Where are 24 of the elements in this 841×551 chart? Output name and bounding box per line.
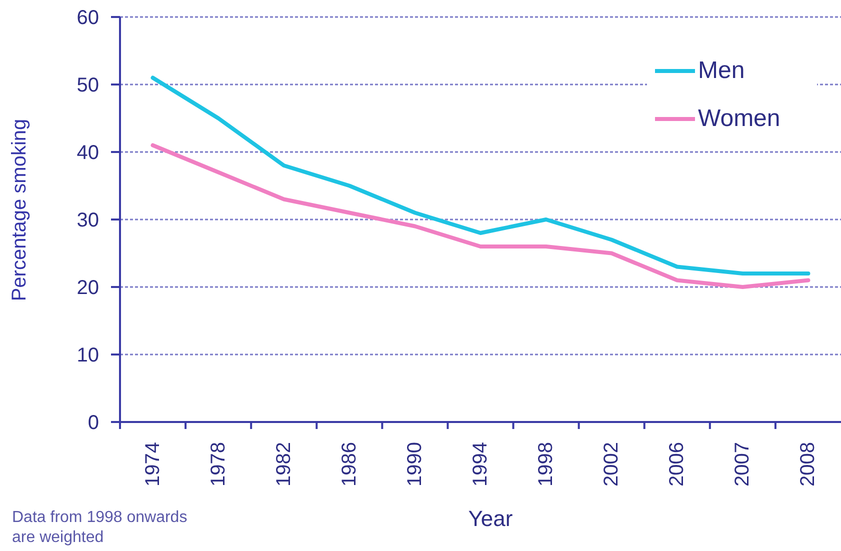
x-tick-label: 1994: [470, 442, 492, 486]
text: Data from 1998 onwards are weighted: [12, 508, 188, 548]
x-tick-label: 2008: [797, 442, 820, 486]
y-tick-label: 60: [76, 7, 99, 30]
x-tick-label: 1974: [142, 442, 164, 486]
legend-label: Women: [698, 105, 780, 133]
x-tick-label: 2002: [600, 442, 623, 486]
legend-label: Men: [698, 57, 745, 85]
y-tick-label: 10: [76, 344, 99, 367]
x-tick-label: 1978: [207, 442, 230, 486]
y-tick-label: 50: [76, 74, 99, 97]
line-series: [150, 143, 810, 289]
x-tick-label: 2006: [666, 442, 688, 486]
x-tick-label: 1998: [535, 442, 558, 486]
x-axis-title: Year: [468, 506, 513, 532]
y-tick-label: 30: [76, 210, 99, 232]
x-tick-label: 1982: [272, 442, 295, 486]
x-tick-label: 1990: [404, 442, 426, 486]
y-tick-label: 20: [76, 277, 99, 300]
y-tick-label: 0: [88, 412, 99, 434]
y-axis-title: Percentage smoking: [8, 118, 32, 302]
y-tick-label: 40: [76, 142, 99, 164]
x-tick-label: 2007: [732, 442, 754, 486]
x-tick-label: 1986: [338, 442, 360, 486]
